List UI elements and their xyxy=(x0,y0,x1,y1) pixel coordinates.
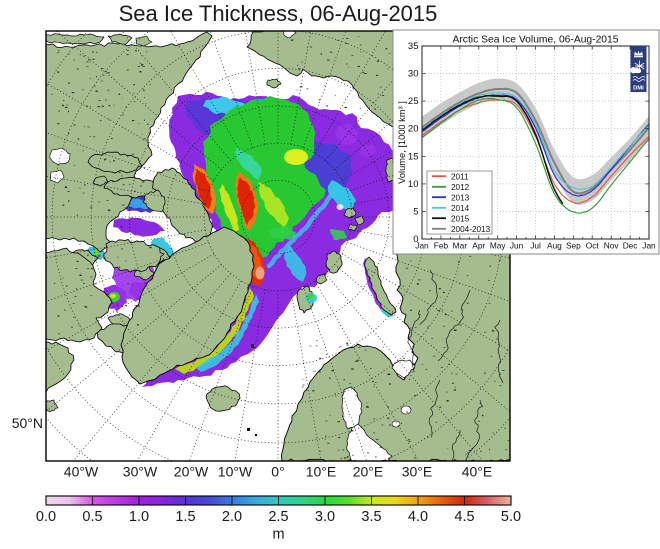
svg-text:2015: 2015 xyxy=(451,214,470,223)
svg-text:10°E: 10°E xyxy=(306,464,337,480)
svg-text:DMI: DMI xyxy=(633,86,644,92)
svg-text:2.5: 2.5 xyxy=(268,509,288,525)
svg-text:Dec: Dec xyxy=(623,241,638,251)
svg-text:Sep: Sep xyxy=(566,241,581,251)
svg-text:Sea Ice Thickness, 06-Aug-2015: Sea Ice Thickness, 06-Aug-2015 xyxy=(119,1,438,26)
svg-text:2.0: 2.0 xyxy=(222,509,242,525)
svg-text:May: May xyxy=(490,241,507,251)
svg-text:1.0: 1.0 xyxy=(129,509,149,525)
svg-text:Oct: Oct xyxy=(586,241,600,251)
svg-text:Arctic Sea Ice Volume, 06-Aug-: Arctic Sea Ice Volume, 06-Aug-2015 xyxy=(453,35,619,46)
svg-text:Feb: Feb xyxy=(434,241,449,251)
svg-text:m: m xyxy=(272,527,284,543)
svg-text:2012: 2012 xyxy=(451,183,470,192)
svg-text:2004-2013: 2004-2013 xyxy=(451,225,491,234)
svg-text:10: 10 xyxy=(408,179,419,190)
svg-text:0°: 0° xyxy=(271,464,284,480)
svg-text:2014: 2014 xyxy=(451,204,470,213)
svg-text:4.5: 4.5 xyxy=(454,509,474,525)
svg-text:1.5: 1.5 xyxy=(175,509,195,525)
svg-text:0: 0 xyxy=(413,234,418,245)
svg-text:20°E: 20°E xyxy=(353,464,384,480)
svg-text:0.5: 0.5 xyxy=(82,509,102,525)
svg-text:35: 35 xyxy=(408,41,419,52)
svg-text:Jan: Jan xyxy=(415,241,429,251)
svg-text:40°E: 40°E xyxy=(462,464,493,480)
svg-text:4.0: 4.0 xyxy=(408,509,428,525)
svg-text:5.0: 5.0 xyxy=(501,509,521,525)
svg-text:Jun: Jun xyxy=(510,241,524,251)
svg-text:Aug: Aug xyxy=(547,241,562,251)
svg-text:3.0: 3.0 xyxy=(315,509,335,525)
svg-text:5: 5 xyxy=(413,206,418,217)
svg-text:3.5: 3.5 xyxy=(361,509,381,525)
svg-text:30°E: 30°E xyxy=(402,464,433,480)
svg-text:0.0: 0.0 xyxy=(36,509,56,525)
svg-text:2013: 2013 xyxy=(451,193,470,202)
svg-text:Apr: Apr xyxy=(472,241,485,251)
svg-text:50°N: 50°N xyxy=(12,415,43,431)
svg-text:40°W: 40°W xyxy=(64,464,99,480)
svg-text:10°W: 10°W xyxy=(218,464,253,480)
svg-text:20°W: 20°W xyxy=(174,464,209,480)
svg-text:Volume, [1000 km³ ]: Volume, [1000 km³ ] xyxy=(397,101,407,184)
svg-text:20: 20 xyxy=(408,124,419,135)
svg-text:Jul: Jul xyxy=(530,241,541,251)
svg-text:Nov: Nov xyxy=(604,241,620,251)
svg-text:Jan: Jan xyxy=(642,241,656,251)
svg-text:Mar: Mar xyxy=(453,241,468,251)
svg-text:30: 30 xyxy=(408,69,419,80)
svg-text:2011: 2011 xyxy=(451,172,469,181)
svg-text:25: 25 xyxy=(408,96,419,107)
svg-text:30°W: 30°W xyxy=(123,464,158,480)
svg-text:15: 15 xyxy=(408,151,419,162)
